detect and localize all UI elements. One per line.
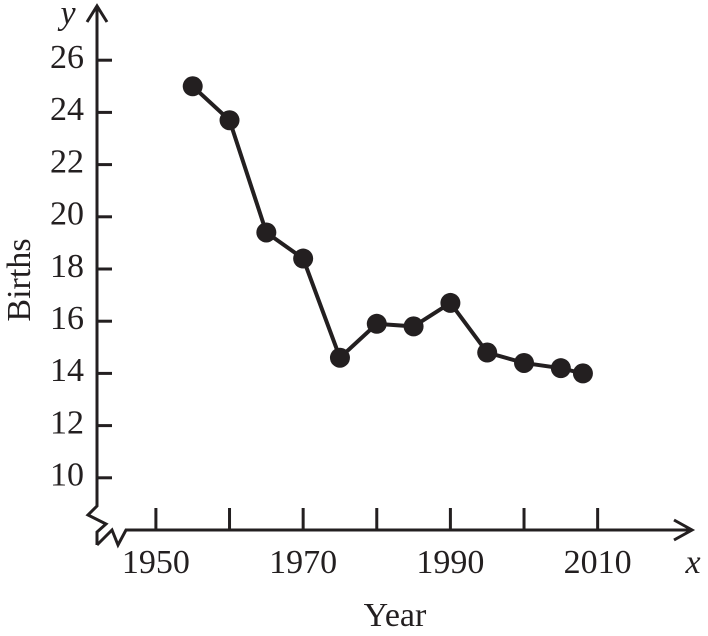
x-tick-label: 2010 [564,544,632,581]
y-tick-label: 24 [50,91,84,128]
y-axis [85,8,109,545]
data-point [477,342,498,363]
y-tick-label: 20 [50,196,84,233]
data-point [550,358,571,379]
data-point [366,313,387,334]
data-point [219,110,240,131]
y-tick-label: 14 [50,352,84,389]
data-point [514,352,535,373]
data-point [256,222,277,243]
y-arrow [85,3,109,23]
data-point [572,363,593,384]
y-tick-label: 26 [50,39,84,76]
x-tick-label: 1950 [122,544,190,581]
data-line [191,84,584,376]
data-point [329,347,350,368]
y-tick-label: 18 [50,248,84,285]
y-axis-letter: y [57,0,76,32]
x-axis-letter: x [684,544,700,581]
data-point [403,316,424,337]
y-tick-label: 22 [50,143,84,180]
data-point [182,76,203,97]
x-tick-label: 1970 [269,544,337,581]
y-tick-label: 12 [50,404,84,441]
x-axis-label: Year [364,597,427,634]
y-tick-label: 10 [50,457,84,494]
x-arrow [673,518,696,542]
data-point [440,292,461,313]
x-axis [95,527,690,549]
data-point [293,248,314,269]
y-axis-label: Births [1,238,38,321]
x-tick-label: 1990 [416,544,484,581]
y-tick-label: 16 [50,300,84,337]
